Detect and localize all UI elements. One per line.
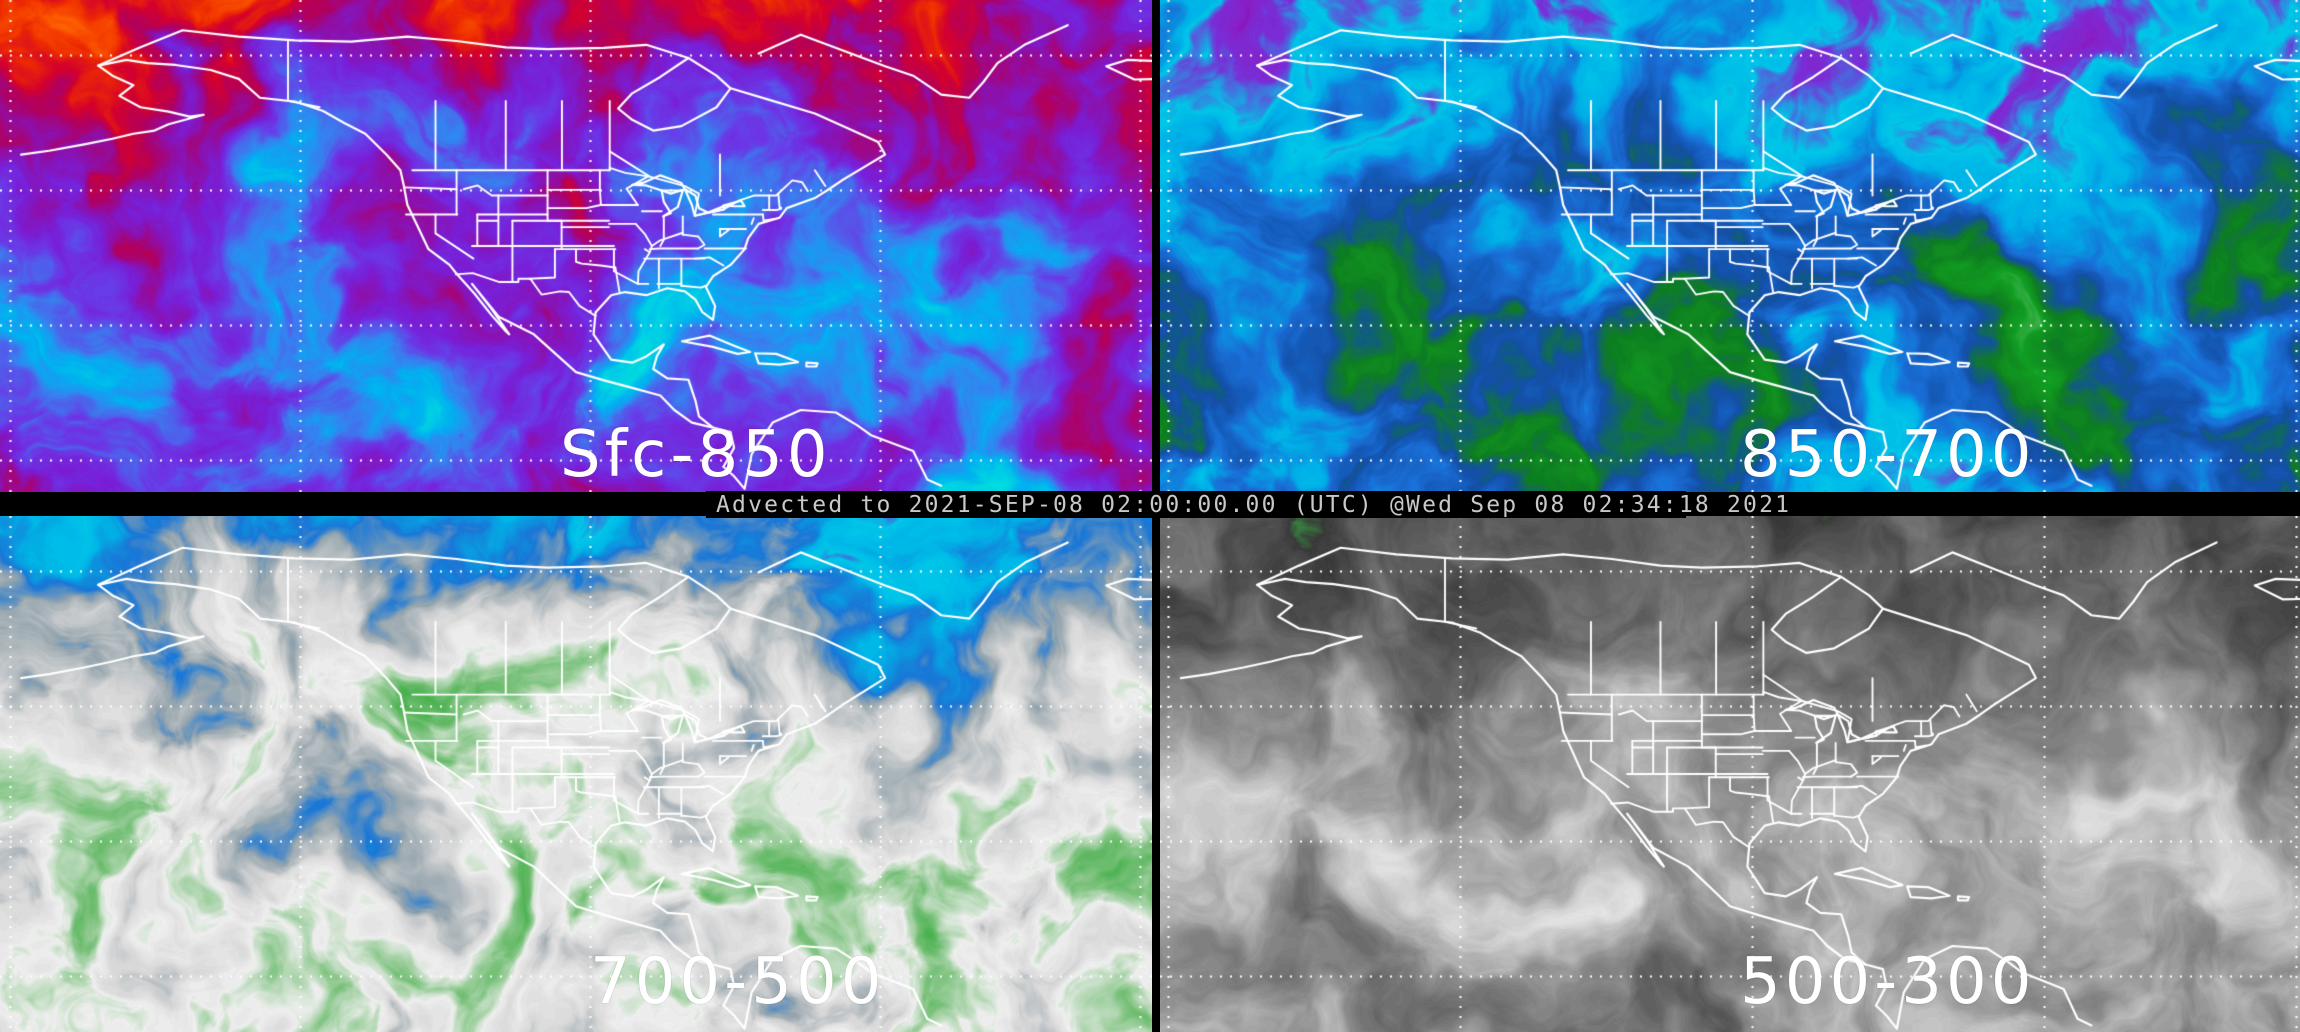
- panel-sfc-850[interactable]: Sfc-850: [0, 0, 1152, 492]
- raster-700-500: [0, 516, 1152, 1032]
- raster-500-300: [1160, 516, 2300, 1032]
- status-bar-text: Advected to 2021-SEP-08 02:00:00.00 (UTC…: [716, 491, 1792, 518]
- panel-500-300[interactable]: 500-300: [1160, 516, 2300, 1032]
- raster-sfc-850: [0, 0, 1152, 492]
- panel-700-500[interactable]: 700-500: [0, 516, 1152, 1032]
- raster-850-700: [1160, 0, 2300, 492]
- panel-850-700[interactable]: 850-700: [1160, 0, 2300, 492]
- status-bar: Advected to 2021-SEP-08 02:00:00.00 (UTC…: [706, 491, 1789, 518]
